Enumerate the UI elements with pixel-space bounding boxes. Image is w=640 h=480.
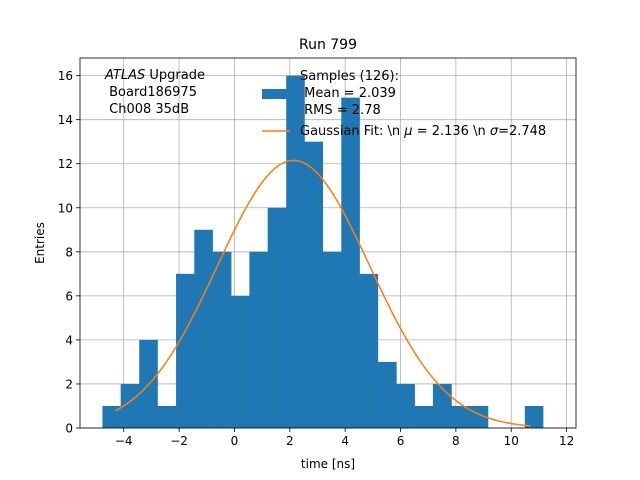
histogram-bar bbox=[524, 405, 544, 428]
histogram-bar bbox=[359, 273, 379, 428]
histogram-bar bbox=[377, 361, 397, 428]
y-tick-label: 12 bbox=[58, 157, 73, 171]
histogram-bar bbox=[102, 405, 121, 428]
legend-samples-line-1: Samples (126): bbox=[300, 69, 399, 84]
histogram-bar bbox=[176, 273, 195, 428]
y-tick-label: 2 bbox=[65, 377, 73, 391]
plot-frame bbox=[79, 57, 577, 429]
legend-fit-label: Gaussian Fit: \n μ = 2.136 \n σ=2.748 bbox=[300, 124, 546, 139]
x-tick-label: 10 bbox=[504, 434, 519, 448]
annotation-board: Board186975 bbox=[105, 85, 197, 100]
annotation-channel: Ch008 35dB bbox=[105, 102, 189, 117]
annotation-upgrade: Upgrade bbox=[145, 68, 205, 83]
x-axis-label: time [ns] bbox=[301, 457, 355, 471]
x-tick-label: 12 bbox=[559, 434, 574, 448]
legend-fit-sigma-value: =2.748 bbox=[498, 124, 546, 139]
histogram-bar bbox=[414, 405, 434, 428]
x-tick-label: 0 bbox=[231, 434, 239, 448]
legend-fit-mu-symbol: μ bbox=[403, 124, 412, 139]
histogram-bar bbox=[451, 405, 471, 428]
y-tick-label: 10 bbox=[58, 201, 73, 215]
x-tick-label: −2 bbox=[170, 434, 188, 448]
histogram-bar bbox=[322, 251, 342, 428]
x-tick-label: −4 bbox=[115, 434, 133, 448]
histogram-bar bbox=[157, 405, 177, 428]
legend-fit-prefix: Gaussian Fit: \n bbox=[300, 124, 404, 139]
histogram-bar bbox=[432, 383, 452, 428]
y-tick-label: 8 bbox=[65, 245, 73, 259]
histogram-bar bbox=[249, 251, 268, 428]
histogram-bar bbox=[304, 141, 324, 428]
histogram-bar bbox=[286, 75, 305, 428]
annotation-atlas: ATLAS bbox=[104, 68, 145, 83]
annotation-line-1: ATLAS Upgrade bbox=[104, 68, 205, 83]
chart-title: Run 799 bbox=[299, 37, 357, 53]
legend-fit-sigma-symbol: σ bbox=[490, 124, 499, 139]
legend-histogram-swatch bbox=[262, 89, 289, 99]
histogram-bar bbox=[267, 207, 287, 428]
x-tick-label: 8 bbox=[452, 434, 460, 448]
axis-ticks: −4 −2 0 2 4 6 8 10 12 0 2 4 6 8 10 12 14 16 bbox=[58, 69, 575, 448]
y-tick-label: 16 bbox=[58, 69, 73, 83]
y-tick-label: 0 bbox=[65, 422, 73, 436]
x-tick-label: 6 bbox=[397, 434, 405, 448]
legend: Samples (126): Mean = 2.039 RMS = 2.78 G… bbox=[262, 69, 546, 139]
legend-fit-mu-value: = 2.136 \n bbox=[413, 124, 490, 139]
x-tick-label: 2 bbox=[286, 434, 294, 448]
gaussian-fit-curve bbox=[115, 159, 531, 427]
histogram-bar bbox=[396, 383, 415, 428]
histogram-bar bbox=[212, 251, 232, 428]
legend-samples-line-2: Mean = 2.039 bbox=[300, 86, 396, 101]
histogram-bar bbox=[231, 295, 250, 428]
legend-samples-line-3: RMS = 2.78 bbox=[300, 103, 381, 118]
histogram-bar bbox=[341, 97, 360, 429]
histogram-bar bbox=[194, 229, 213, 428]
x-tick-label: 4 bbox=[341, 434, 349, 448]
y-tick-label: 4 bbox=[65, 333, 73, 347]
histogram-bar bbox=[120, 383, 140, 428]
atlas-annotation: ATLAS Upgrade Board186975 Ch008 35dB bbox=[104, 68, 205, 117]
y-axis-label: Entries bbox=[33, 222, 47, 264]
y-tick-label: 6 bbox=[65, 289, 73, 303]
y-tick-label: 14 bbox=[58, 113, 73, 127]
